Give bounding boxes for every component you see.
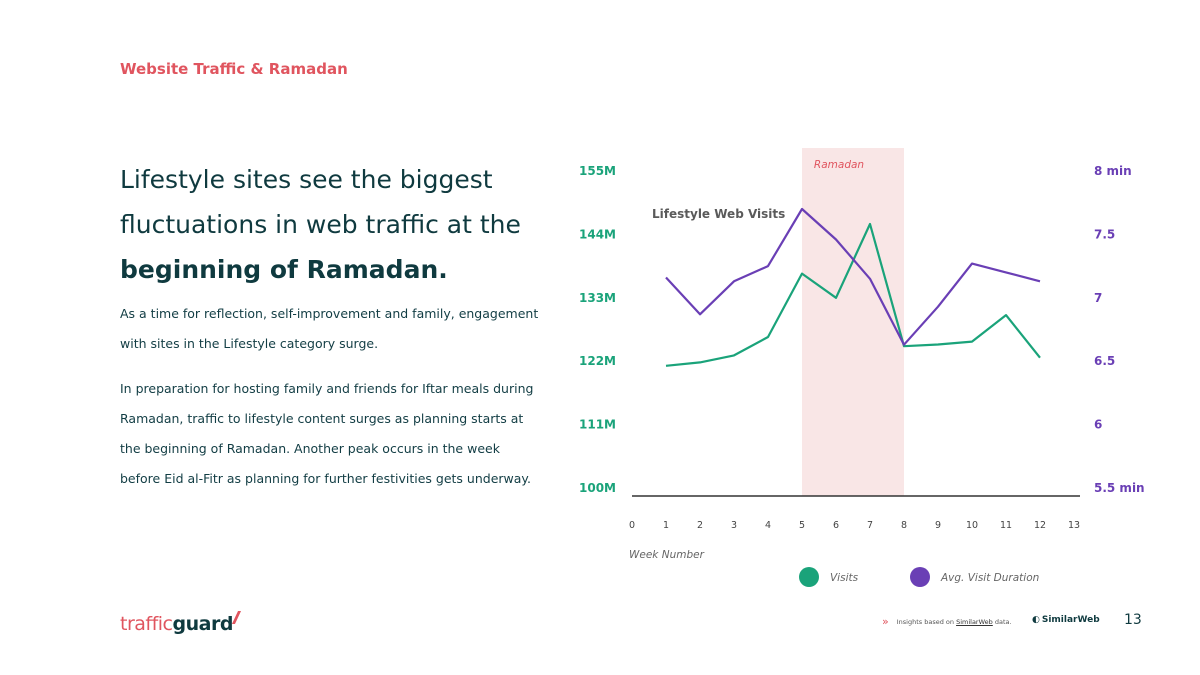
legend-duration-label: Avg. Visit Duration [940,572,1039,584]
paragraph-reflection: As a time for reflection, self-improveme… [120,306,539,351]
headline: Lifestyle sites see the biggest fluctuat… [120,157,540,292]
y-left-tick-label: 122M [579,354,616,368]
x-tick-label: 9 [935,520,941,531]
headline-plain: Lifestyle sites see the biggest fluctuat… [120,165,521,239]
x-tick-label: 12 [1034,520,1046,531]
y-right-tick-label: 7.5 [1094,227,1115,241]
x-tick-label: 0 [629,520,635,531]
x-tick-label: 11 [1000,520,1012,531]
section-title: Website Traffic & Ramadan [120,60,348,78]
x-axis-label: Week Number [629,549,705,561]
y-left-tick-label: 100M [579,481,616,495]
x-tick-label: 5 [799,520,805,531]
similarweb-logo-text: SimilarWeb [1041,615,1100,625]
ramadan-band [802,148,904,496]
headline-bold: beginning of Ramadan. [120,255,448,284]
ramadan-label: Ramadan [814,159,864,171]
y-right-tick-label: 6.5 [1094,354,1115,368]
y-left-tick-label: 144M [579,227,616,241]
similarweb-logo-icon: ◐ [1032,615,1040,625]
chevron-right-icon: » [882,615,889,628]
visits-series-line [665,222,1041,367]
paragraph-iftar: In preparation for hosting family and fr… [120,381,534,486]
x-tick-label: 13 [1068,520,1080,531]
x-tick-label: 1 [663,520,669,531]
x-tick-label: 7 [867,520,873,531]
y-right-tick-label: 6 [1094,418,1102,432]
legend-visits-label: Visits [830,572,859,584]
trafficguard-logo: trafficguard [120,611,241,635]
y-left-tick-label: 133M [579,291,616,305]
x-tick-label: 8 [901,520,907,531]
x-tick-label: 2 [697,520,703,531]
footnote-prefix: Insights based on [896,617,954,626]
page-number: 13 [1124,612,1142,628]
x-tick-label: 4 [765,520,771,531]
similarweb-link[interactable]: SimilarWeb [956,617,993,626]
duration-series-line [665,207,1041,346]
x-tick-label: 10 [966,520,978,531]
x-tick-label: 6 [833,520,839,531]
chart-title: Lifestyle Web Visits [652,207,785,221]
x-tick-label: 3 [731,520,737,531]
source-footnote: » Insights based on SimilarWeb data. [882,615,1012,628]
footnote-suffix: data. [994,617,1012,626]
y-left-tick-label: 111M [579,418,616,432]
logo-part-guard: guard [172,613,234,635]
logo-part-traffic: traffic [120,613,173,635]
y-right-tick-label: 7 [1094,291,1102,305]
y-right-tick-label: 5.5 min [1094,481,1145,495]
y-left-tick-label: 155M [579,164,616,178]
legend-visits-swatch [799,567,819,587]
legend-duration-swatch [910,567,930,587]
y-right-tick-label: 8 min [1094,164,1132,178]
similarweb-logo: ◐ SimilarWeb [1032,615,1100,625]
